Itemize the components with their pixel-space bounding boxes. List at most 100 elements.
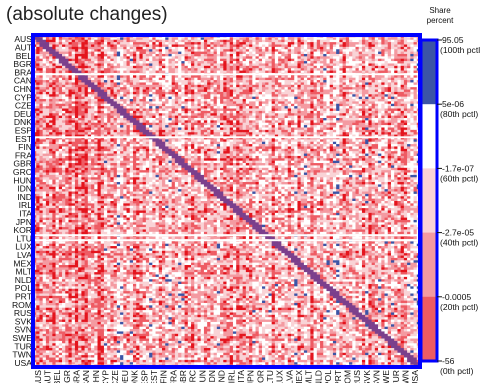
heatmap-cell bbox=[71, 108, 76, 112]
heatmap-cell bbox=[210, 80, 214, 83]
heatmap-cell bbox=[171, 91, 176, 95]
heatmap-cell bbox=[216, 110, 221, 114]
heatmap-cell bbox=[232, 113, 237, 116]
heatmap-cell bbox=[203, 84, 208, 88]
heatmap-cell bbox=[245, 46, 250, 50]
heatmap-cell bbox=[329, 106, 334, 109]
heatmap-cell bbox=[300, 89, 305, 93]
heatmap-cell bbox=[97, 118, 102, 121]
heatmap-cell bbox=[381, 37, 385, 41]
heatmap-cell bbox=[410, 120, 414, 124]
heatmap-cell bbox=[368, 53, 372, 57]
heatmap-cell bbox=[158, 37, 163, 41]
heatmap-cell bbox=[181, 63, 185, 67]
heatmap-cell bbox=[332, 96, 337, 100]
heatmap-cell bbox=[55, 89, 60, 93]
heatmap-cell bbox=[381, 106, 385, 109]
heatmap-cell bbox=[320, 115, 324, 119]
heatmap-cell bbox=[242, 125, 247, 128]
heatmap-cell bbox=[274, 56, 279, 60]
heatmap-cell bbox=[294, 101, 298, 105]
heatmap-cell bbox=[287, 94, 292, 97]
heatmap-cell bbox=[152, 70, 156, 74]
heatmap-cell bbox=[213, 61, 218, 64]
heatmap-cell bbox=[284, 110, 289, 114]
heatmap-cell bbox=[245, 77, 250, 81]
heatmap-cell bbox=[329, 75, 334, 78]
heatmap-cell bbox=[100, 110, 105, 114]
heatmap-cell bbox=[181, 37, 185, 41]
heatmap-cell bbox=[349, 70, 353, 74]
heatmap-cell bbox=[68, 63, 72, 67]
heatmap-cell bbox=[291, 118, 295, 121]
heatmap-cell bbox=[71, 99, 76, 102]
heatmap-cell bbox=[145, 51, 150, 55]
heatmap-cell bbox=[394, 129, 398, 133]
heatmap-cell bbox=[261, 44, 266, 48]
heatmap-cell bbox=[74, 51, 79, 55]
heatmap-cell bbox=[394, 120, 398, 124]
heatmap-cell bbox=[407, 70, 411, 74]
heatmap-cell bbox=[374, 42, 379, 45]
heatmap-cell bbox=[284, 70, 289, 74]
heatmap-cell bbox=[368, 61, 372, 64]
heatmap-cell bbox=[158, 82, 163, 86]
heatmap-cell bbox=[207, 44, 211, 48]
heatmap-cell bbox=[184, 113, 189, 116]
heatmap-cell bbox=[323, 49, 327, 52]
heatmap-cell bbox=[258, 84, 263, 88]
heatmap-cell bbox=[158, 127, 163, 131]
heatmap-cell bbox=[390, 129, 395, 133]
heatmap-cell bbox=[339, 39, 343, 43]
heatmap-cell bbox=[313, 113, 318, 116]
heatmap-cell bbox=[284, 120, 289, 124]
heatmap-cell bbox=[400, 65, 405, 69]
heatmap-cell bbox=[403, 75, 408, 78]
heatmap-cell bbox=[371, 80, 376, 83]
heatmap-cell bbox=[345, 39, 350, 43]
heatmap-cell bbox=[255, 68, 260, 71]
heatmap-cell bbox=[371, 51, 376, 55]
heatmap-cell bbox=[394, 96, 398, 100]
heatmap-cell bbox=[184, 125, 189, 128]
heatmap-cell bbox=[313, 99, 318, 102]
heatmap-cell bbox=[381, 56, 385, 60]
heatmap-cell bbox=[245, 101, 250, 105]
heatmap-cell bbox=[332, 103, 337, 107]
heatmap-cell bbox=[278, 65, 282, 69]
heatmap-cell bbox=[39, 65, 43, 69]
heatmap-cell bbox=[181, 65, 185, 69]
heatmap-cell bbox=[129, 127, 134, 131]
heatmap-cell bbox=[203, 122, 208, 126]
heatmap-cell bbox=[394, 58, 398, 62]
heatmap-cell bbox=[207, 106, 211, 109]
heatmap-cell bbox=[145, 65, 150, 69]
heatmap-cell bbox=[300, 53, 305, 57]
heatmap-cell bbox=[407, 125, 411, 128]
heatmap-cell bbox=[100, 77, 105, 81]
heatmap-cell bbox=[94, 82, 98, 86]
heatmap-cell bbox=[194, 44, 198, 48]
heatmap-cell bbox=[71, 39, 76, 43]
heatmap-cell bbox=[171, 113, 176, 116]
heatmap-cell bbox=[45, 82, 50, 86]
heatmap-cell bbox=[36, 129, 40, 133]
heatmap-cell bbox=[126, 75, 131, 78]
heatmap-cell bbox=[178, 42, 182, 45]
heatmap-cell bbox=[297, 42, 301, 45]
heatmap-cell bbox=[162, 63, 166, 67]
heatmap-cell bbox=[62, 61, 66, 64]
heatmap-cell bbox=[313, 44, 318, 48]
heatmap-cell bbox=[368, 46, 372, 50]
heatmap-cell bbox=[216, 39, 221, 43]
heatmap-cell bbox=[210, 122, 214, 126]
heatmap-cell bbox=[332, 82, 337, 86]
heatmap-cell bbox=[390, 101, 395, 105]
heatmap-cell bbox=[242, 39, 247, 43]
heatmap-cell bbox=[178, 82, 182, 86]
heatmap-cell bbox=[332, 42, 337, 45]
heatmap-cell bbox=[342, 127, 347, 131]
heatmap-cell bbox=[397, 96, 401, 100]
heatmap-cell bbox=[378, 44, 382, 48]
heatmap-cell bbox=[39, 39, 43, 43]
